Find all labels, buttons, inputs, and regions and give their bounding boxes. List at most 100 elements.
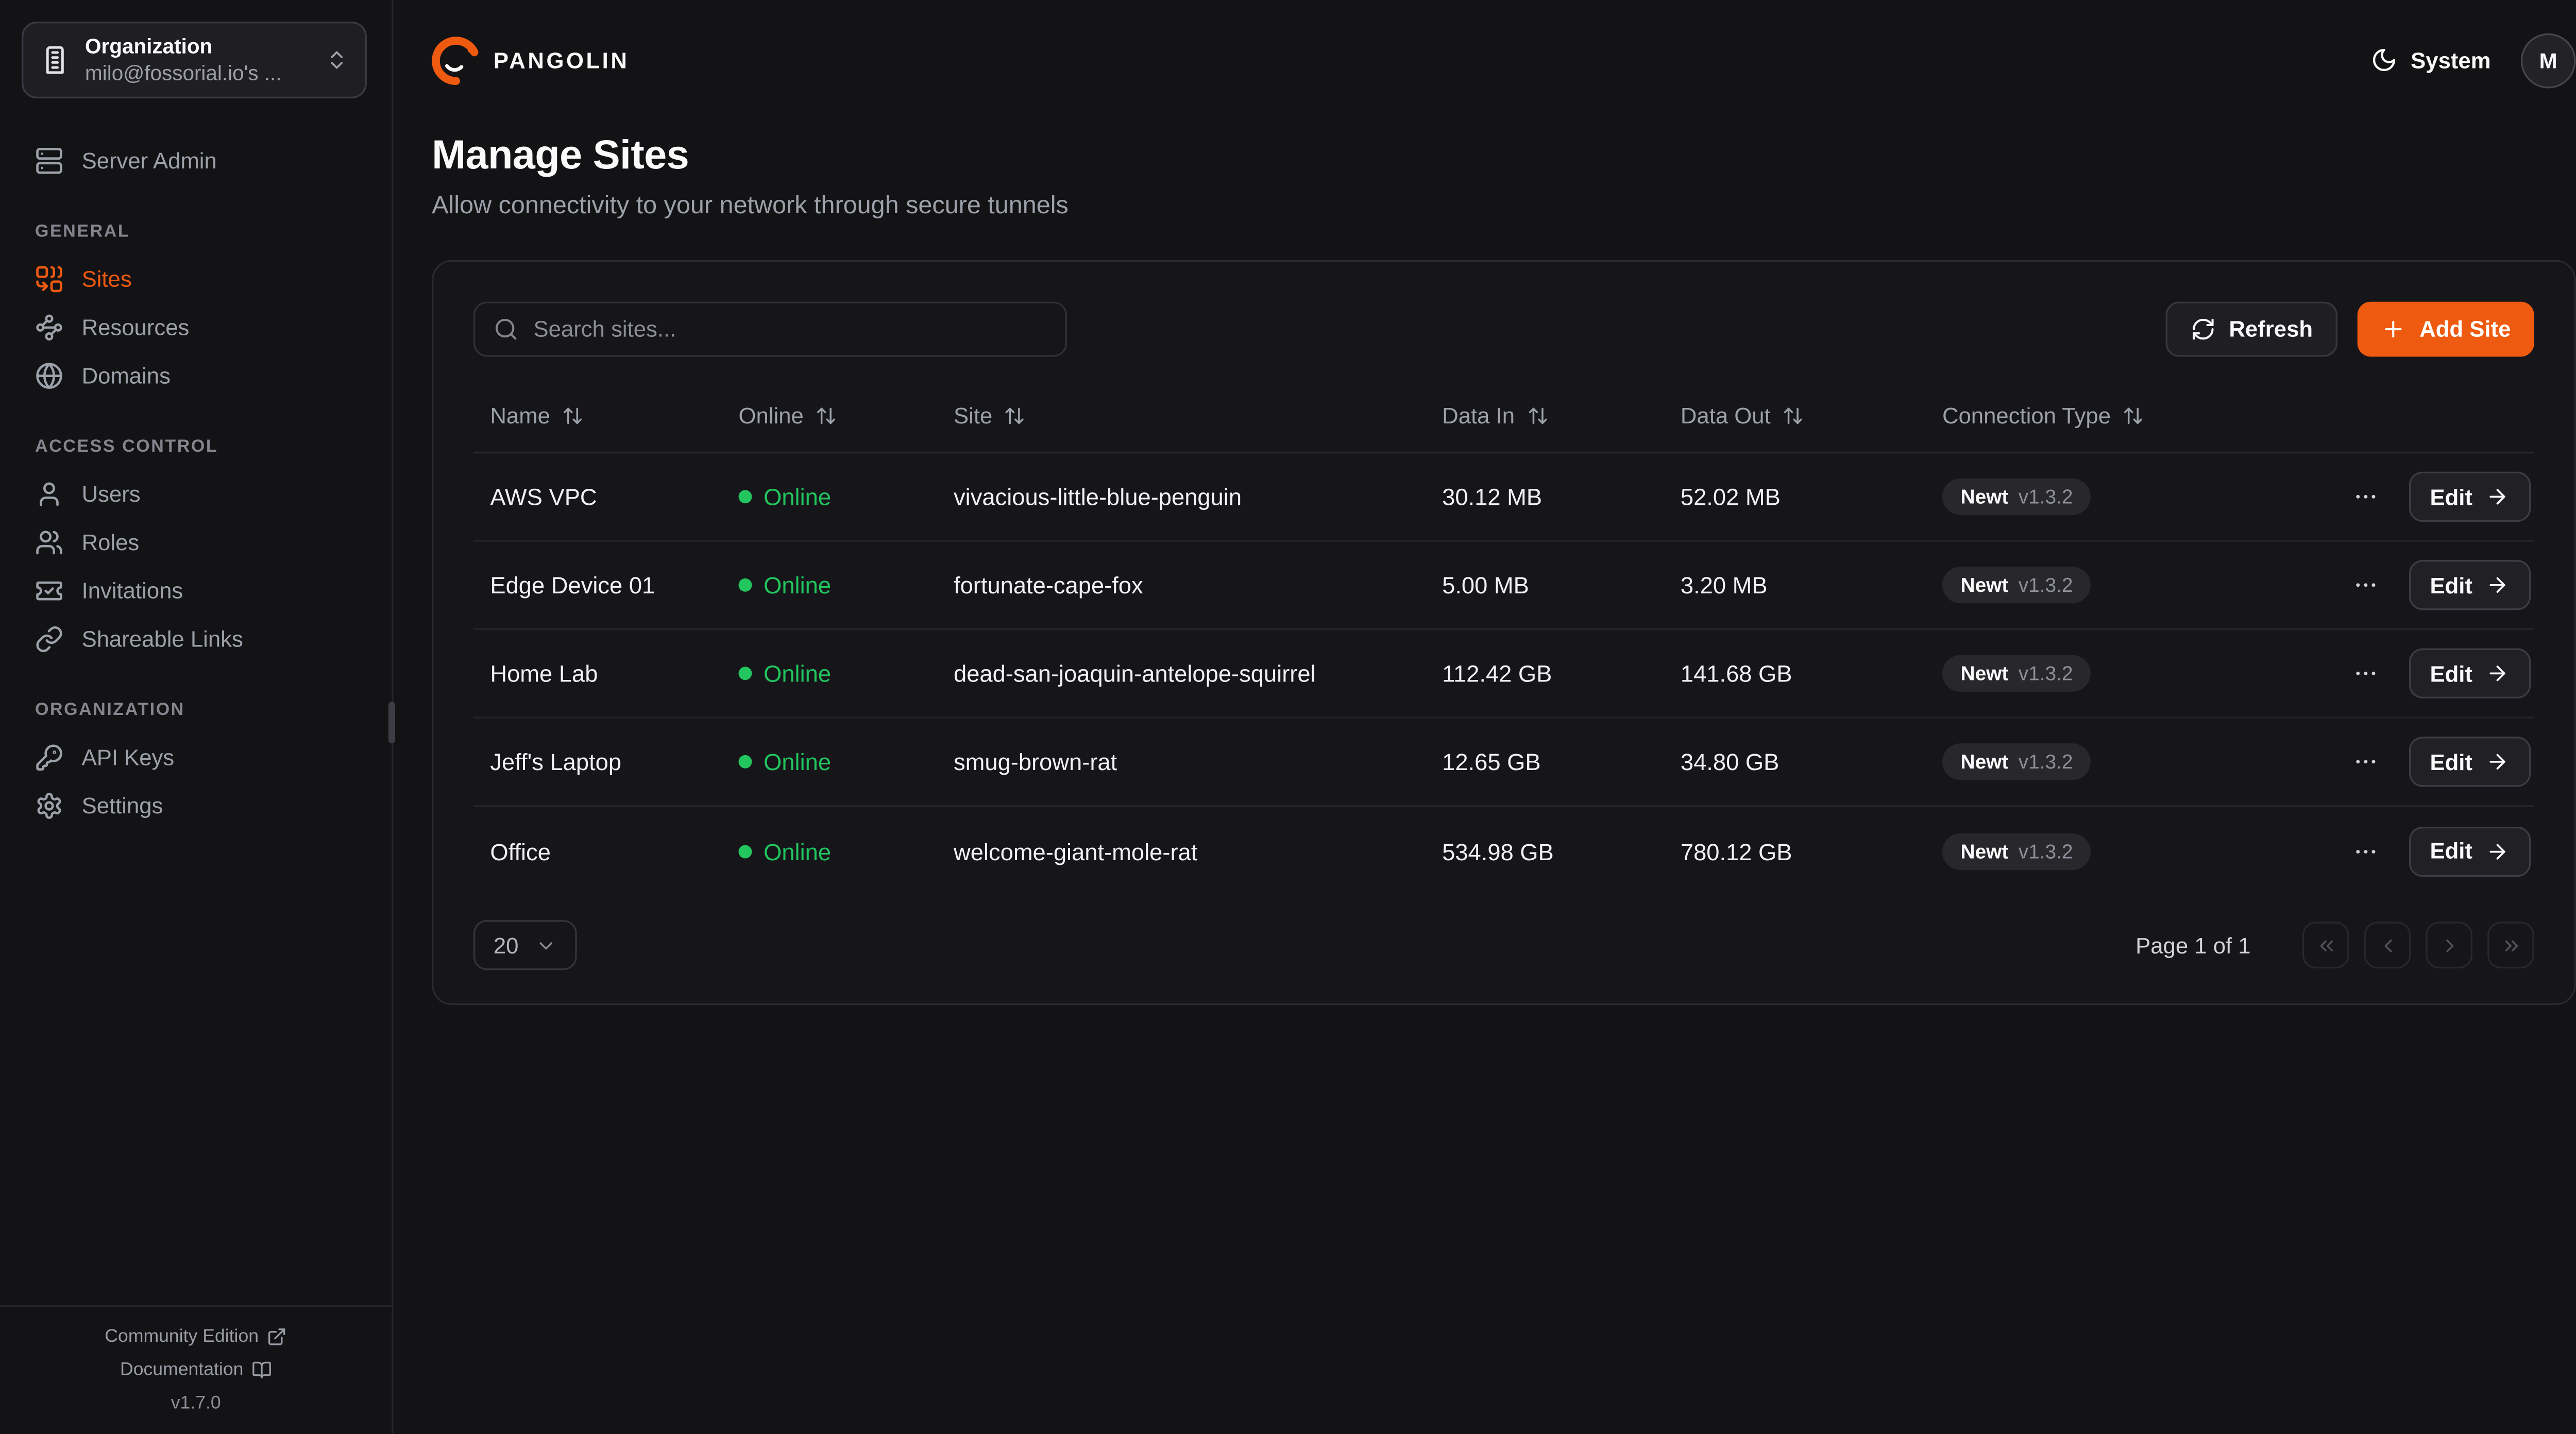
edit-site-button[interactable]: Edit	[2408, 826, 2531, 876]
sidebar-item-label: Shareable Links	[82, 627, 243, 652]
online-dot	[739, 490, 752, 503]
page-indicator: Page 1 of 1	[2136, 933, 2250, 958]
column-label: Data In	[1442, 403, 1515, 429]
sidebar-item-server-admin[interactable]: Server Admin	[22, 140, 370, 182]
online-status-cell: Online	[722, 572, 937, 599]
topbar: PANGOLIN System M	[394, 0, 2576, 120]
toolbar-actions: Refresh Add Site	[2165, 302, 2534, 357]
sidebar-item-resources[interactable]: Resources	[22, 306, 370, 348]
data-in-cell: 112.42 GB	[1426, 660, 1664, 687]
sidebar-item-label: Resources	[82, 315, 190, 340]
next-page-button[interactable]	[2426, 922, 2472, 969]
data-out-cell: 141.68 GB	[1664, 660, 1926, 687]
sort-button-data-in[interactable]: Data In	[1426, 403, 1548, 429]
sidebar-item-invitations[interactable]: Invitations	[22, 570, 370, 612]
column-header-data-in: Data In	[1426, 403, 1664, 429]
sidebar-item-label: Users	[82, 482, 141, 507]
ellipsis-icon	[2351, 838, 2378, 864]
page-size-select[interactable]: 20	[473, 920, 577, 970]
sort-button-site[interactable]: Site	[937, 403, 1026, 429]
online-status-label: Online	[764, 660, 831, 687]
org-switcher-label: Organization	[85, 35, 310, 58]
edit-site-button[interactable]: Edit	[2408, 648, 2531, 698]
nav-section-label-organization: ORGANIZATION	[22, 700, 370, 720]
table-header-row: Name Online Site Data In Data Out Connection …	[473, 380, 2534, 453]
table-row: Jeff's LaptopOnlinesmug-brown-rat12.65 G…	[473, 719, 2534, 807]
add-site-label: Add Site	[2419, 317, 2511, 342]
sidebar-item-shareable-links[interactable]: Shareable Links	[22, 619, 370, 660]
row-menu-button[interactable]	[2348, 657, 2382, 690]
first-page-button[interactable]	[2302, 922, 2349, 969]
sidebar-item-label: Domains	[82, 363, 171, 388]
online-dot	[739, 844, 752, 858]
last-page-button[interactable]	[2487, 922, 2534, 969]
sidebar-item-roles[interactable]: Roles	[22, 522, 370, 564]
edit-label: Edit	[2430, 839, 2472, 864]
pangolin-logo-icon	[432, 36, 480, 84]
sidebar-item-sites[interactable]: Sites	[22, 259, 370, 300]
row-menu-button[interactable]	[2348, 745, 2382, 778]
online-status-label: Online	[764, 838, 831, 864]
nav-section-label-general: GENERAL	[22, 221, 370, 242]
sidebar-item-label: Sites	[82, 267, 132, 292]
sort-button-connection-type[interactable]: Connection Type	[1926, 403, 2144, 429]
sort-button-name[interactable]: Name	[473, 403, 584, 429]
site-name-cell: Office	[473, 838, 722, 864]
site-slug-cell: vivacious-little-blue-penguin	[937, 483, 1426, 510]
data-in-cell: 12.65 GB	[1426, 748, 1664, 775]
search-input[interactable]	[534, 317, 1047, 342]
users-icon	[35, 528, 63, 557]
edit-site-button[interactable]: Edit	[2408, 472, 2531, 522]
sidebar-item-domains[interactable]: Domains	[22, 355, 370, 397]
column-header-connection-type: Connection Type	[1926, 403, 2319, 429]
column-label: Site	[954, 403, 992, 429]
pager: Page 1 of 1	[2136, 922, 2534, 969]
chevron-down-icon	[535, 934, 557, 956]
sidebar-item-label: Server Admin	[82, 148, 217, 174]
theme-toggle-button[interactable]: System	[2370, 47, 2490, 74]
column-label: Name	[490, 403, 550, 429]
sidebar-item-settings[interactable]: Settings	[22, 785, 370, 827]
brand-name: PANGOLIN	[494, 47, 630, 73]
chevron-right-icon	[2438, 934, 2460, 956]
sort-icon	[1527, 405, 1548, 426]
chevrons-up-down-icon	[325, 48, 348, 72]
row-menu-button[interactable]	[2348, 834, 2382, 868]
waypoints-icon	[35, 313, 63, 342]
prev-page-button[interactable]	[2364, 922, 2411, 969]
sort-button-online[interactable]: Online	[722, 403, 837, 429]
sort-button-data-out[interactable]: Data Out	[1664, 403, 1804, 429]
page-head: Manage Sites Allow connectivity to your …	[394, 120, 2576, 220]
sidebar-item-users[interactable]: Users	[22, 473, 370, 515]
connection-version: v1.3.2	[2019, 662, 2073, 685]
table-body: AWS VPCOnlinevivacious-little-blue-pengu…	[473, 453, 2534, 895]
edit-site-button[interactable]: Edit	[2408, 560, 2531, 610]
site-name-cell: Home Lab	[473, 660, 722, 687]
row-menu-button[interactable]	[2348, 480, 2382, 514]
server-icon	[35, 147, 63, 175]
org-switcher[interactable]: Organization milo@fossorial.io's ...	[22, 22, 367, 98]
connection-name: Newt	[1961, 839, 2009, 862]
sidebar-item-api-keys[interactable]: API Keys	[22, 737, 370, 778]
data-out-cell: 3.20 MB	[1664, 572, 1926, 599]
external-link-icon	[267, 1327, 287, 1347]
add-site-button[interactable]: Add Site	[2358, 302, 2534, 357]
user-icon	[35, 480, 63, 508]
connection-type-badge: Newtv1.3.2	[1942, 832, 2091, 869]
column-label: Connection Type	[1942, 403, 2111, 429]
row-menu-button[interactable]	[2348, 568, 2382, 602]
user-avatar[interactable]: M	[2521, 32, 2576, 88]
main-content: PANGOLIN System M Manage Sites Allow con…	[394, 0, 2576, 1434]
sidebar-item-label: Invitations	[82, 578, 183, 604]
plus-icon	[2381, 317, 2406, 342]
row-actions: Edit	[2354, 648, 2534, 698]
sidebar-item-label: Roles	[82, 530, 140, 555]
community-edition-link[interactable]: Community Edition	[105, 1327, 287, 1347]
sidebar-resize-handle[interactable]	[388, 702, 395, 743]
documentation-link[interactable]: Documentation	[120, 1361, 272, 1381]
chevron-left-icon	[2377, 934, 2398, 956]
edit-site-button[interactable]: Edit	[2408, 737, 2531, 787]
edit-label: Edit	[2430, 484, 2472, 509]
globe-icon	[35, 362, 63, 390]
refresh-button[interactable]: Refresh	[2165, 302, 2337, 357]
